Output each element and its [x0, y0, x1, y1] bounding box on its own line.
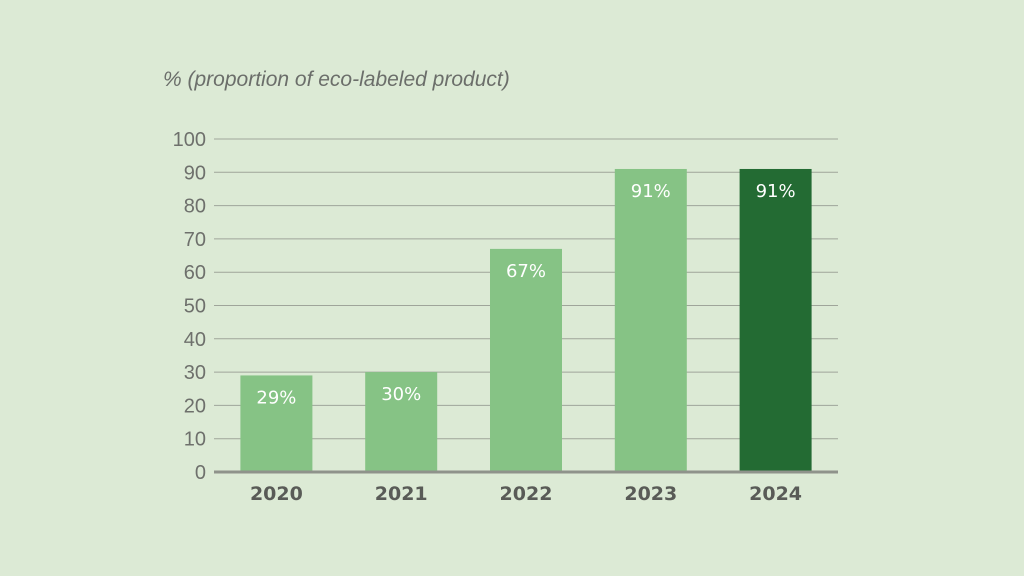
bar-value-label: 67% — [506, 261, 546, 282]
y-tick-labels: 0 10 20 30 40 50 60 70 80 90 100 — [173, 129, 206, 484]
y-tick-label: 30 — [184, 362, 206, 384]
bar-2020 — [240, 375, 313, 472]
bar-value-labels: 29% 30% 67% 91% 91% — [256, 181, 795, 408]
y-tick-label: 100 — [173, 129, 206, 151]
bar-2021 — [365, 372, 438, 472]
y-axis-label: % (proportion of eco-labeled product) — [163, 68, 510, 91]
bar-2023 — [614, 168, 687, 472]
y-tick-label: 40 — [184, 329, 206, 351]
bar-value-label: 91% — [631, 181, 671, 202]
y-tick-label: 60 — [184, 262, 206, 284]
y-tick-label: 70 — [184, 229, 206, 251]
x-tick-label: 2023 — [624, 483, 677, 505]
x-tick-labels: 2020 2021 2022 2023 2024 — [250, 483, 802, 505]
x-tick-label: 2020 — [250, 483, 303, 505]
bar-value-label: 30% — [381, 384, 421, 405]
x-tick-label: 2024 — [749, 483, 802, 505]
y-tick-label: 90 — [184, 162, 206, 184]
bar-2024 — [739, 168, 812, 472]
y-tick-label: 50 — [184, 296, 206, 318]
x-tick-label: 2021 — [375, 483, 428, 505]
bars — [240, 168, 812, 472]
y-tick-label: 80 — [184, 196, 206, 218]
bar-2022 — [490, 248, 562, 472]
bar-value-label: 29% — [256, 387, 296, 408]
y-tick-label: 0 — [195, 462, 206, 484]
y-tick-label: 10 — [184, 429, 206, 451]
bar-value-label: 91% — [756, 181, 796, 202]
x-tick-label: 2022 — [500, 483, 553, 505]
y-tick-label: 20 — [184, 395, 206, 417]
